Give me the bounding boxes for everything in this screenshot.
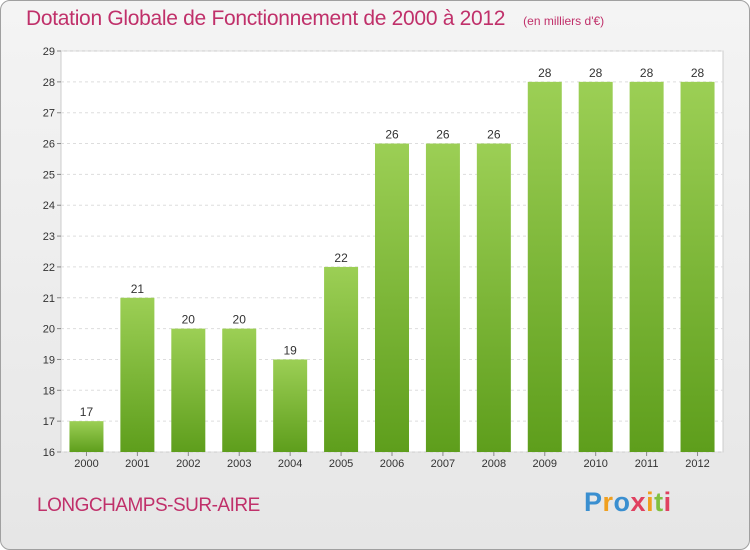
bar-2007	[425, 143, 460, 453]
y-tick-label: 22	[43, 262, 55, 274]
logo-letter: o	[613, 487, 631, 517]
x-tick-label: 2007	[431, 458, 455, 470]
bars: 17 21 20 20 19 22 26 26 26 28 28 28 28	[69, 66, 715, 453]
y-tick-label: 21	[43, 293, 55, 305]
bar-value-label: 28	[691, 66, 705, 80]
x-tick-label: 2005	[329, 458, 353, 470]
bar-2003	[222, 328, 257, 452]
y-tick-label: 18	[43, 385, 55, 397]
bar-value-label: 17	[80, 405, 94, 419]
x-tick-label: 2004	[278, 458, 302, 470]
x-tick-label: 2008	[482, 458, 506, 470]
logo-letter: t	[654, 487, 664, 517]
x-tick-label: 2003	[227, 458, 251, 470]
chart-unit: (en milliers d'€)	[523, 14, 605, 28]
y-tick-label: 28	[43, 77, 55, 89]
bar-2012	[680, 81, 715, 452]
bar-value-label: 26	[487, 128, 501, 142]
logo-letter: i	[663, 487, 672, 517]
x-tick-label: 2012	[685, 458, 709, 470]
bar-value-label: 28	[538, 66, 552, 80]
y-tick-label: 20	[43, 324, 55, 336]
x-tick-label: 2001	[125, 458, 149, 470]
y-tick-label: 27	[43, 108, 55, 120]
bar-2010	[578, 81, 613, 452]
bar-value-label: 28	[640, 66, 654, 80]
x-tick-label: 2010	[583, 458, 607, 470]
chart-header: Dotation Globale de Fonctionnement de 20…	[26, 7, 604, 31]
x-tick-label: 2006	[380, 458, 404, 470]
bar-2001	[120, 297, 155, 452]
bar-2006	[375, 143, 409, 453]
y-tick-label: 26	[43, 139, 55, 151]
x-tick-label: 2000	[74, 458, 98, 470]
bar-value-label: 26	[436, 128, 450, 142]
y-tick-label: 25	[43, 169, 55, 181]
y-tick-label: 24	[43, 200, 55, 212]
x-axis-ticks: 2000 2001 2002 2003 2004 2005 2006 2007 2008 2009…	[74, 452, 710, 470]
bar-value-label: 28	[589, 66, 603, 80]
x-tick-label: 2002	[176, 458, 200, 470]
x-tick-label: 2009	[533, 458, 557, 470]
y-axis-ticks: 16 17 18 19 20 21 22 23 24 25 26 27 28 29	[43, 46, 61, 459]
y-tick-label: 29	[43, 46, 55, 58]
bar-value-label: 26	[385, 128, 399, 142]
y-tick-label: 19	[43, 354, 55, 366]
bar-value-label: 20	[182, 313, 196, 327]
proxiti-logo: Proxiti	[584, 487, 672, 518]
x-tick-label: 2011	[635, 458, 659, 470]
bar-value-label: 20	[233, 313, 247, 327]
bar-2004	[273, 359, 308, 452]
bar-2002	[171, 328, 206, 452]
bar-2005	[324, 266, 359, 452]
logo-letter: P	[584, 487, 603, 517]
bar-value-label: 21	[131, 282, 145, 296]
bar-2008	[476, 143, 511, 453]
bar-2011	[629, 81, 664, 452]
commune-name: LONGCHAMPS-SUR-AIRE	[37, 495, 260, 516]
y-tick-label: 17	[43, 416, 55, 428]
logo-letter: i	[646, 487, 655, 517]
y-tick-label: 16	[43, 447, 55, 459]
bar-value-label: 19	[283, 343, 297, 357]
y-tick-label: 23	[43, 231, 55, 243]
bar-2000	[69, 421, 104, 452]
chart-title: Dotation Globale de Fonctionnement de 20…	[26, 7, 506, 30]
logo-letter: r	[602, 487, 614, 517]
bar-value-label: 22	[334, 251, 348, 265]
logo-letter: x	[630, 487, 647, 517]
bar-2009	[527, 81, 562, 452]
